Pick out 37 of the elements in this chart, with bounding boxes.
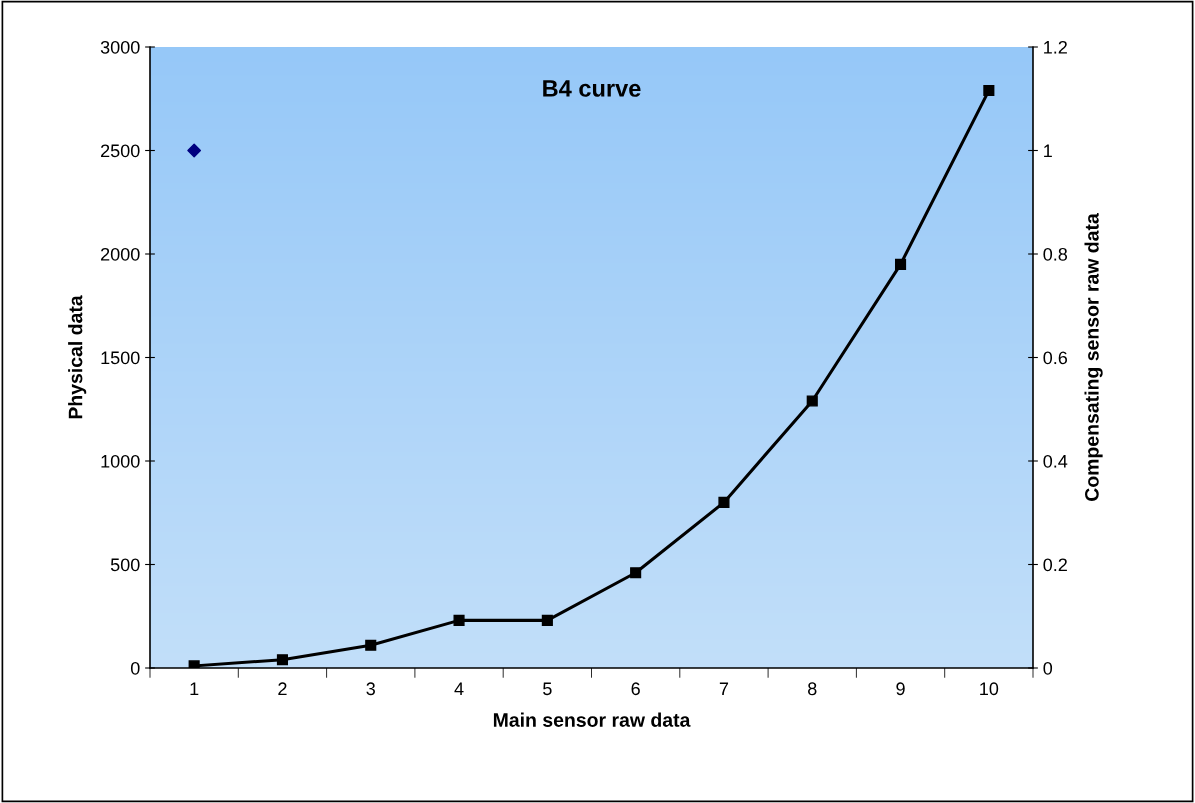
point xyxy=(630,567,642,579)
y-tick-label: 1500 xyxy=(101,351,140,365)
y-axis-title: Physical data xyxy=(68,295,87,419)
y-tick-label: 0 xyxy=(130,661,140,675)
y-tick-label: 2000 xyxy=(101,247,140,261)
point xyxy=(276,654,289,666)
x-tick-label: 9 xyxy=(896,682,905,696)
x-tick-label: 8 xyxy=(808,682,817,696)
x-axis-title: Main sensor raw data xyxy=(493,712,691,727)
y2-tick-label: 0.2 xyxy=(1043,558,1067,572)
y2-tick-label: 1.2 xyxy=(1044,40,1067,54)
x-tick-label: 2 xyxy=(278,682,287,695)
point xyxy=(983,84,995,97)
y-tick-label: 3000 xyxy=(100,40,140,54)
point xyxy=(806,395,818,407)
x-tick-label: 10 xyxy=(980,682,999,696)
point xyxy=(453,614,465,626)
point xyxy=(718,496,730,508)
point xyxy=(541,614,553,626)
y2-tick-label: 0.6 xyxy=(1043,351,1068,365)
y-tick-label: 1000 xyxy=(101,454,140,468)
x-tick-label: 4 xyxy=(454,682,464,695)
y2-tick-label: 0 xyxy=(1043,661,1053,675)
y2-tick-label: 1 xyxy=(1044,144,1052,158)
x-tick-label: 3 xyxy=(366,682,375,696)
y-tick-label: 500 xyxy=(110,558,140,572)
text: B4 curve xyxy=(543,80,641,97)
y2-axis-title: Compensating sensor raw data xyxy=(1084,213,1103,501)
point xyxy=(365,639,377,651)
y-tick-label: 2500 xyxy=(101,144,140,158)
point xyxy=(894,258,907,270)
y2-tick-label: 0.8 xyxy=(1043,247,1068,261)
x-tick-label: 6 xyxy=(631,682,640,696)
y2-tick-label: 0.4 xyxy=(1043,454,1068,468)
x-tick-label: 7 xyxy=(719,682,729,695)
x-tick-label: 1 xyxy=(190,682,199,695)
x-tick-label: 5 xyxy=(543,682,552,696)
